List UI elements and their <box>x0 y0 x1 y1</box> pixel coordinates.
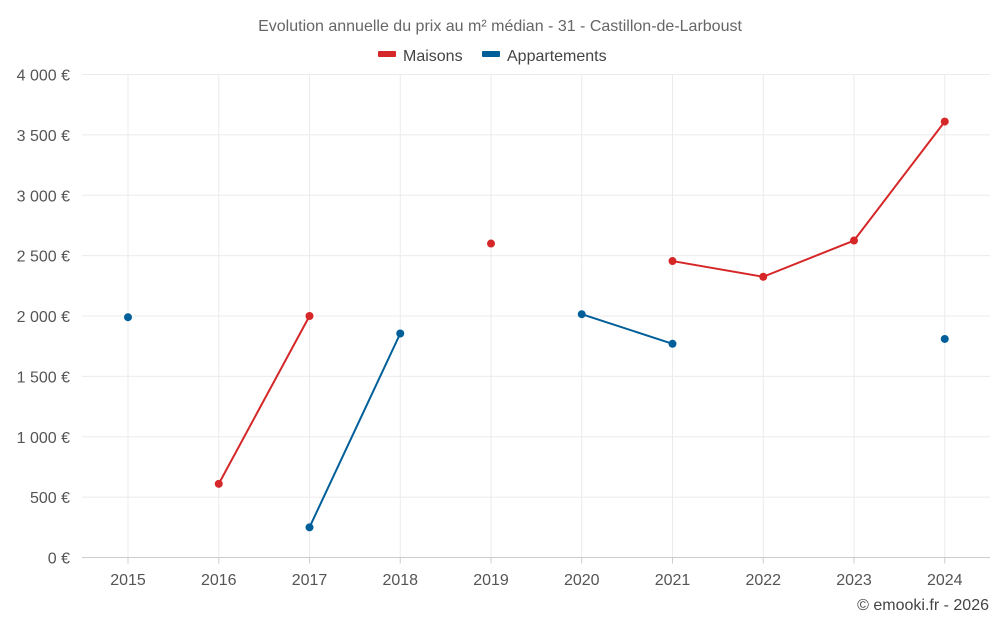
y-axis-ticks: 0 € 500 € 1 000 € 1 500 € 2 000 € 2 500 € 3 00… <box>17 68 70 568</box>
y-tick-label: 4 000 € <box>17 68 70 85</box>
x-tick-label: 2021 <box>655 572 691 589</box>
data-point[interactable] <box>305 312 314 320</box>
series <box>124 117 949 532</box>
data-point[interactable] <box>305 523 314 532</box>
x-tick-label: 2022 <box>745 572 781 589</box>
data-point[interactable] <box>396 329 405 338</box>
x-tick-label: 2023 <box>836 572 872 589</box>
series-line-segment <box>580 313 674 345</box>
data-point[interactable] <box>124 313 132 322</box>
data-point[interactable] <box>668 257 677 266</box>
data-point[interactable] <box>214 479 223 488</box>
x-tick-label: 2018 <box>382 572 418 589</box>
series-line-segment <box>853 120 946 242</box>
y-tick-label: 2 500 € <box>17 249 70 266</box>
data-point[interactable] <box>940 334 949 343</box>
data-point[interactable] <box>668 339 677 348</box>
data-point[interactable] <box>759 272 768 281</box>
data-point[interactable] <box>940 117 949 126</box>
data-point[interactable] <box>577 310 586 319</box>
x-tick-label: 2015 <box>110 572 146 589</box>
legend-label: Appartements <box>507 48 607 65</box>
legend-item-maisons[interactable]: Maisons <box>378 48 463 65</box>
x-axis-ticks: 2015 2016 2017 2018 2019 2020 2021 2022 2023 2024 <box>110 557 963 589</box>
y-tick-label: 1 000 € <box>17 430 70 447</box>
credit-text: © emooki.fr - 2026 <box>857 597 989 614</box>
series-maisons <box>214 117 949 488</box>
series-line-segment <box>217 315 311 485</box>
series-line-segment <box>762 239 855 278</box>
legend-swatch <box>378 51 396 57</box>
data-point[interactable] <box>487 239 495 248</box>
legend-label: Maisons <box>403 48 463 65</box>
x-tick-label: 2024 <box>927 572 963 589</box>
series-appartements <box>124 310 949 532</box>
data-point[interactable] <box>850 236 858 245</box>
y-tick-label: 2 000 € <box>17 309 70 326</box>
x-tick-label: 2020 <box>564 572 600 589</box>
legend-swatch <box>482 51 500 57</box>
y-tick-label: 1 500 € <box>17 369 70 386</box>
y-tick-label: 3 500 € <box>17 128 70 145</box>
series-line-segment <box>308 332 402 529</box>
y-tick-label: 3 000 € <box>17 188 70 205</box>
x-tick-label: 2016 <box>201 572 237 589</box>
legend: Maisons Appartements <box>378 48 607 65</box>
x-tick-label: 2019 <box>473 572 509 589</box>
series-line-segment <box>671 260 765 278</box>
x-tick-label: 2017 <box>292 572 328 589</box>
y-tick-label: 0 € <box>48 551 70 568</box>
y-tick-label: 500 € <box>30 490 70 507</box>
legend-item-appartements[interactable]: Appartements <box>482 48 607 65</box>
chart-title: Evolution annuelle du prix au m² médian … <box>258 18 742 35</box>
